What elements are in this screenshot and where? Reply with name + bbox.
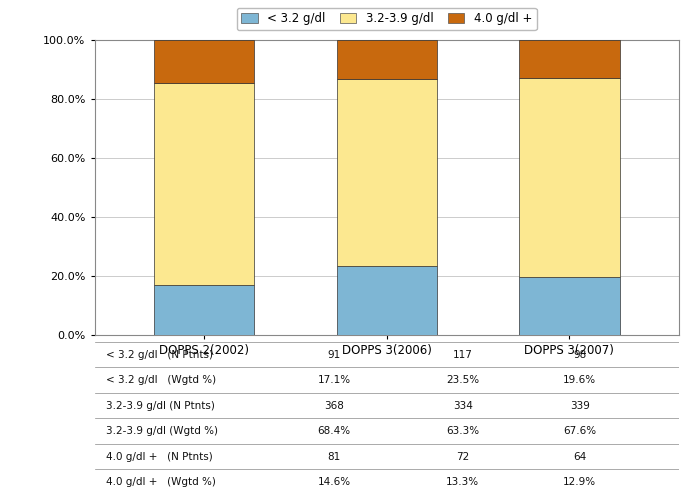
- Text: 3.2-3.9 g/dl (N Ptnts): 3.2-3.9 g/dl (N Ptnts): [106, 400, 215, 410]
- Bar: [337, 40, 437, 79]
- Text: 91: 91: [328, 350, 341, 360]
- Text: 4.0 g/dl +   (Wgtd %): 4.0 g/dl + (Wgtd %): [106, 477, 216, 487]
- Text: 13.3%: 13.3%: [446, 477, 480, 487]
- Text: 17.1%: 17.1%: [318, 375, 351, 385]
- Bar: [154, 285, 254, 336]
- Text: 3.2-3.9 g/dl (Wgtd %): 3.2-3.9 g/dl (Wgtd %): [106, 426, 218, 436]
- Text: 368: 368: [324, 400, 344, 410]
- Text: 68.4%: 68.4%: [318, 426, 351, 436]
- Bar: [154, 83, 254, 285]
- Bar: [519, 78, 620, 278]
- Text: 72: 72: [456, 452, 470, 462]
- Bar: [519, 40, 620, 78]
- Text: 63.3%: 63.3%: [446, 426, 480, 436]
- Text: 12.9%: 12.9%: [563, 477, 596, 487]
- Text: 339: 339: [570, 400, 589, 410]
- Text: 334: 334: [453, 400, 473, 410]
- Text: 64: 64: [573, 452, 587, 462]
- Text: 81: 81: [328, 452, 341, 462]
- Legend: < 3.2 g/dl, 3.2-3.9 g/dl, 4.0 g/dl +: < 3.2 g/dl, 3.2-3.9 g/dl, 4.0 g/dl +: [237, 8, 537, 30]
- Bar: [519, 278, 620, 336]
- Text: < 3.2 g/dl   (Wgtd %): < 3.2 g/dl (Wgtd %): [106, 375, 216, 385]
- Text: < 3.2 g/dl   (N Ptnts): < 3.2 g/dl (N Ptnts): [106, 350, 214, 360]
- Text: 19.6%: 19.6%: [563, 375, 596, 385]
- Text: 117: 117: [453, 350, 473, 360]
- Text: 14.6%: 14.6%: [318, 477, 351, 487]
- Bar: [154, 40, 254, 83]
- Text: 23.5%: 23.5%: [446, 375, 480, 385]
- Text: 98: 98: [573, 350, 587, 360]
- Text: 67.6%: 67.6%: [563, 426, 596, 436]
- Bar: [337, 266, 437, 336]
- Text: 4.0 g/dl +   (N Ptnts): 4.0 g/dl + (N Ptnts): [106, 452, 213, 462]
- Bar: [337, 79, 437, 266]
